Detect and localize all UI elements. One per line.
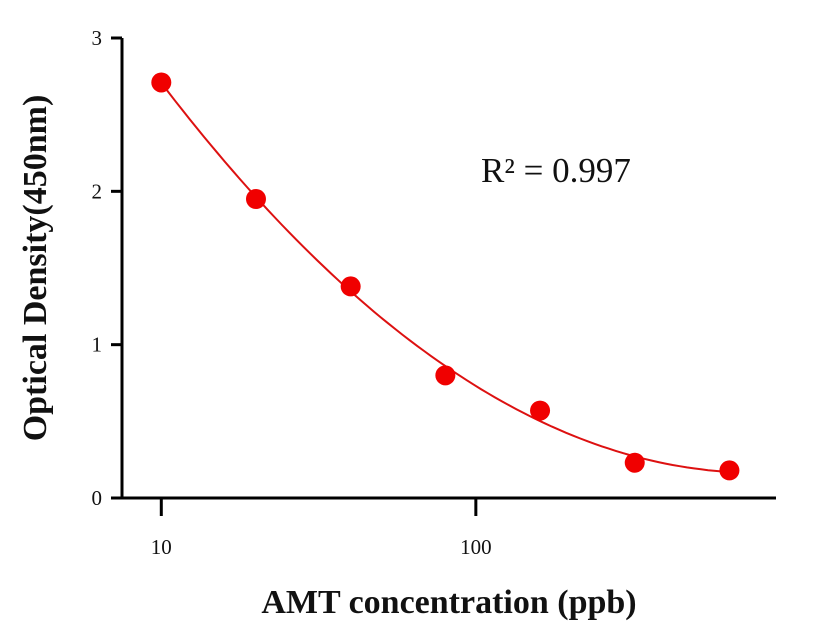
x-ticks: 10 100 [151, 498, 492, 559]
annotation-r-squared: R² = 0.997 [481, 151, 631, 190]
x-tick-label: 100 [460, 535, 492, 559]
data-point [624, 452, 645, 473]
fit-curve [160, 82, 730, 473]
y-tick-label: 1 [92, 333, 103, 357]
x-axis-title: AMT concentration (ppb) [261, 584, 636, 621]
y-ticks: 0 1 2 3 [92, 26, 122, 510]
axes [120, 38, 776, 500]
data-point [530, 400, 551, 421]
data-point [719, 460, 740, 481]
data-point [245, 189, 266, 209]
x-tick-label: 10 [151, 535, 172, 559]
y-tick-label: 2 [92, 179, 103, 203]
data-point [435, 365, 456, 386]
y-axis-title: Optical Density(450nm) [17, 95, 54, 442]
data-points [151, 72, 740, 481]
y-tick-label: 0 [92, 486, 103, 510]
y-tick-label: 3 [92, 26, 103, 50]
data-point [340, 276, 361, 297]
data-point [151, 72, 172, 93]
